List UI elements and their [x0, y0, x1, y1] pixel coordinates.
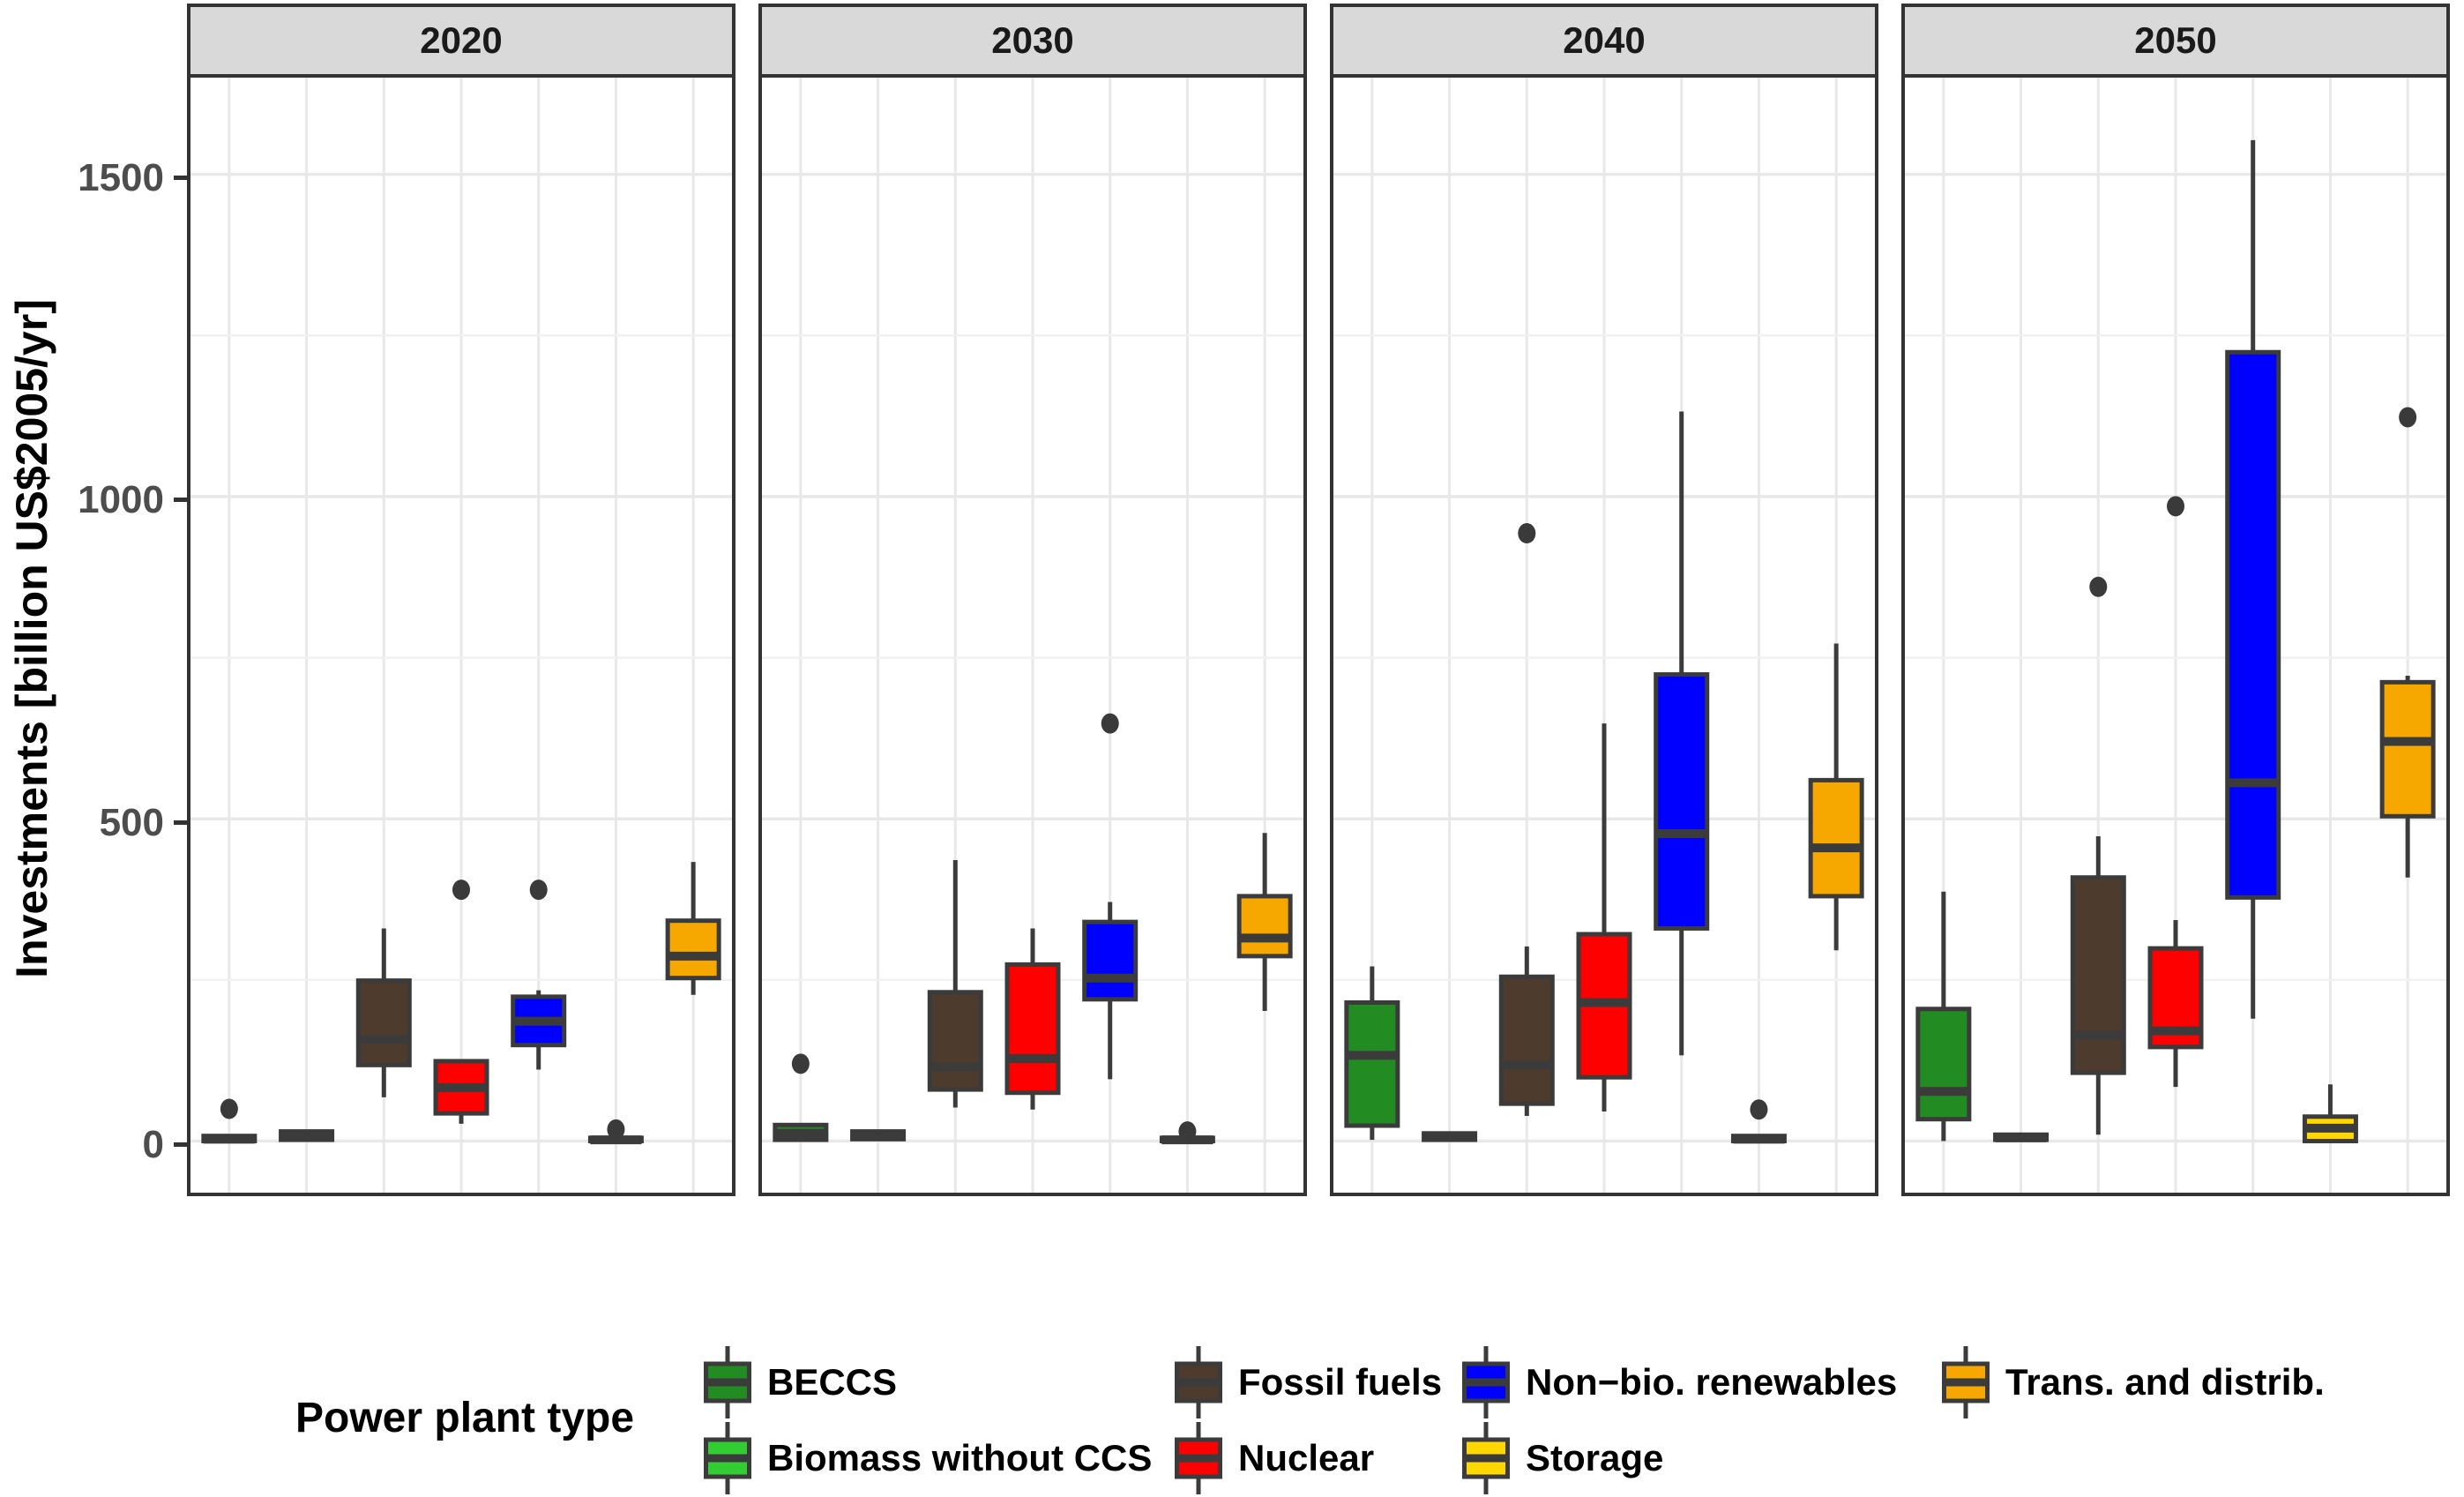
y-tick-mark-1000 — [174, 498, 187, 502]
box-2030-fossil-fuels — [927, 990, 983, 1092]
y-tick-label-0: 0 — [142, 1123, 164, 1166]
nuclear-boxplot-icon — [1175, 1422, 1222, 1494]
beccs-boxplot-icon — [704, 1346, 751, 1418]
facet-2020: 2020 — [187, 4, 735, 1196]
outlier-2050-trans-and-distrib- — [2399, 407, 2417, 428]
y-tick-mark-1500 — [174, 176, 187, 180]
y-tick-label-1500: 1500 — [78, 156, 164, 199]
storage-boxplot-icon — [1462, 1422, 1510, 1494]
legend-item-biomass: Biomass without CCS — [702, 1419, 1152, 1497]
legend-item-nonbio: Non−bio. renewables — [1460, 1344, 1897, 1421]
facet-strip-2020: 2020 — [187, 4, 735, 78]
box-2030-trans-and-distrib- — [1236, 894, 1293, 959]
y-tick-mark-0 — [174, 1142, 187, 1147]
facet-panels-row: 2020 2030 2040 2050 — [187, 4, 2450, 1196]
facet-2030: 2030 — [758, 4, 1307, 1196]
outlier-2040-fossil-fuels — [1518, 523, 1536, 544]
legend-item-storage: Storage — [1460, 1419, 1663, 1497]
facet-2040: 2040 — [1330, 4, 1878, 1196]
plot-area-2020 — [190, 78, 732, 1193]
legend-label-fossil: Fossil fuels — [1238, 1361, 1443, 1403]
facet-panel-2050 — [1901, 74, 2450, 1196]
box-2040-fossil-fuels — [1498, 974, 1555, 1106]
trans-distrib-boxplot-icon — [1942, 1346, 1990, 1418]
facet-panel-2040 — [1330, 74, 1878, 1196]
box-2050-trans-and-distrib- — [2379, 679, 2436, 819]
box-2040-beccs — [1344, 999, 1400, 1128]
legend-label-nonbio: Non−bio. renewables — [1526, 1361, 1898, 1403]
y-axis-title: Investments [billion US$2005/yr] — [7, 299, 56, 978]
fossil-fuels-boxplot-icon — [1175, 1346, 1222, 1418]
box-2050-fossil-fuels — [2070, 875, 2126, 1075]
nonbio-renewables-boxplot-icon — [1462, 1346, 1510, 1418]
legend-label-beccs: BECCS — [767, 1361, 898, 1403]
facet-panel-2030 — [758, 74, 1307, 1196]
legend-label-nuclear: Nuclear — [1238, 1437, 1375, 1478]
outlier-2050-fossil-fuels — [2089, 576, 2108, 597]
box-2040-non-bio-renewables — [1654, 672, 1710, 931]
legend-item-trans: Trans. and distrib. — [1940, 1344, 2325, 1421]
outlier-2030-beccs — [791, 1053, 810, 1074]
plot-area-2050 — [1905, 78, 2446, 1193]
legend-item-beccs: BECCS — [702, 1344, 897, 1421]
y-tick-label-1000: 1000 — [78, 478, 164, 521]
box-2020-fossil-fuels — [355, 978, 412, 1067]
legend-item-nuclear: Nuclear — [1173, 1419, 1374, 1497]
outlier-2030-non-bio-renewables — [1101, 713, 1119, 734]
legend-label-trans: Trans. and distrib. — [2005, 1361, 2325, 1403]
outlier-2020-beccs — [220, 1098, 238, 1119]
box-2030-non-bio-renewables — [1082, 919, 1139, 1002]
outlier-2020-non-bio-renewables — [529, 879, 548, 901]
outlier-2030-storage — [1178, 1121, 1197, 1142]
legend-title: Power plant type — [295, 1395, 635, 1441]
outlier-2050-nuclear — [2167, 496, 2184, 517]
plot-area-2030 — [762, 78, 1303, 1193]
outlier-2020-storage — [607, 1119, 625, 1140]
facet-strip-2050: 2050 — [1901, 4, 2450, 78]
box-2020-trans-and-distrib- — [665, 918, 721, 981]
y-tick-mark-500 — [174, 820, 187, 825]
biomass-boxplot-icon — [704, 1422, 751, 1494]
legend-label-storage: Storage — [1526, 1437, 1664, 1478]
box-2030-nuclear — [1004, 962, 1061, 1096]
y-tick-label-500: 500 — [99, 801, 164, 844]
facet-panel-2020 — [187, 74, 735, 1196]
facet-strip-2030: 2030 — [758, 4, 1307, 78]
facet-strip-2040: 2040 — [1330, 4, 1878, 78]
plot-area-2040 — [1333, 78, 1875, 1193]
box-2040-trans-and-distrib- — [1808, 777, 1864, 899]
legend-label-biomass: Biomass without CCS — [767, 1437, 1153, 1478]
facet-2050: 2050 — [1901, 4, 2450, 1196]
box-2050-non-bio-renewables — [2225, 349, 2281, 900]
legend-item-fossil: Fossil fuels — [1173, 1344, 1442, 1421]
outlier-2040-storage — [1750, 1099, 1768, 1120]
box-2050-beccs — [1915, 1007, 1972, 1122]
outlier-2020-nuclear — [452, 879, 470, 901]
